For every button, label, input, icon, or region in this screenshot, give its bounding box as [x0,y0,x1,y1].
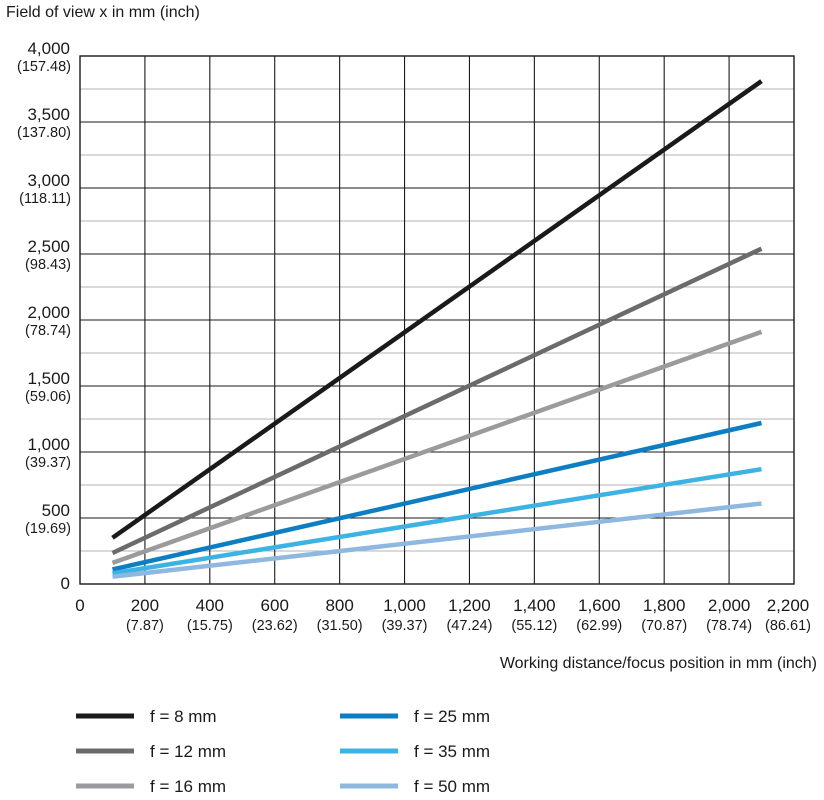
y-tick-sublabel: (78.74) [25,323,71,339]
y-tick-sublabel: (59.06) [25,389,71,405]
y-tick-labels: 0 500(19.69) 1,000(39.37) 1,500(59.06) 2,000… [17,39,71,593]
x-tick-label: 200 [131,596,159,615]
x-tick-sublabel: (39.37) [382,618,428,634]
series-line-4 [112,466,762,576]
y-tick-sublabel: (157.48) [17,59,71,75]
legend: f = 8 mm f = 12 mm f = 16 mm f = 25 mm f = 3… [76,707,490,796]
x-tick-label: 1,600 [578,596,621,615]
y-tick-label: 0 [61,574,70,593]
y-tick-label: 2,500 [27,237,70,256]
x-tick-label: 1,800 [643,596,686,615]
legend-label-3: f = 25 mm [414,707,490,726]
series-line-2 [111,329,763,566]
x-tick-sublabel: (47.24) [446,618,492,634]
series-line-3 [112,420,762,572]
x-tick-sublabel: (23.62) [252,618,298,634]
y-tick-label: 1,500 [27,369,70,388]
x-tick-sublabel: (62.99) [576,618,622,634]
y-tick-label: 1,000 [27,435,70,454]
y-axis-title: Field of view x in mm (inch) [6,4,200,21]
x-tick-sublabel: (78.74) [706,618,752,634]
y-tick-label: 2,000 [27,303,70,322]
legend-label-1: f = 12 mm [150,742,226,761]
y-tick-sublabel: (98.43) [25,257,71,273]
series-line-1 [111,246,763,556]
x-tick-label: 800 [325,596,353,615]
y-tick-sublabel: (137.80) [17,125,71,141]
x-tick-label: 1,000 [383,596,426,615]
x-tick-label: 2,200 [767,596,810,615]
series-lines [111,79,763,579]
x-tick-label: 1,400 [513,596,556,615]
x-tick-label: 1,200 [448,596,491,615]
legend-label-0: f = 8 mm [150,707,217,726]
y-tick-label: 3,000 [27,171,70,190]
y-tick-label: 4,000 [27,39,70,58]
x-tick-label: 600 [261,596,289,615]
legend-label-2: f = 16 mm [150,777,226,796]
x-tick-sublabel: (7.87) [126,618,164,634]
x-tick-label: 0 [75,596,84,615]
x-tick-sublabel: (15.75) [187,618,233,634]
x-tick-label: 2,000 [708,596,751,615]
x-tick-label: 400 [196,596,224,615]
x-tick-labels: 0 200 (7.87) 400 (15.75) 600 (23.62) 800 (31.50)… [75,596,811,634]
series-line-0 [111,79,763,540]
x-tick-sublabel: (31.50) [317,618,363,634]
legend-label-4: f = 35 mm [414,742,490,761]
y-tick-label: 500 [42,501,70,520]
series-line-5 [112,501,762,579]
x-tick-sublabel: (86.61) [765,618,811,634]
x-tick-sublabel: (55.12) [511,618,557,634]
y-tick-sublabel: (118.11) [19,191,71,207]
plot-frame [79,55,795,585]
y-tick-sublabel: (39.37) [25,455,71,471]
x-tick-sublabel: (70.87) [641,618,687,634]
legend-label-5: f = 50 mm [414,777,490,796]
y-tick-label: 3,500 [27,105,70,124]
y-tick-sublabel: (19.69) [25,521,71,537]
x-axis-title: Working distance/focus position in mm (i… [500,655,817,672]
